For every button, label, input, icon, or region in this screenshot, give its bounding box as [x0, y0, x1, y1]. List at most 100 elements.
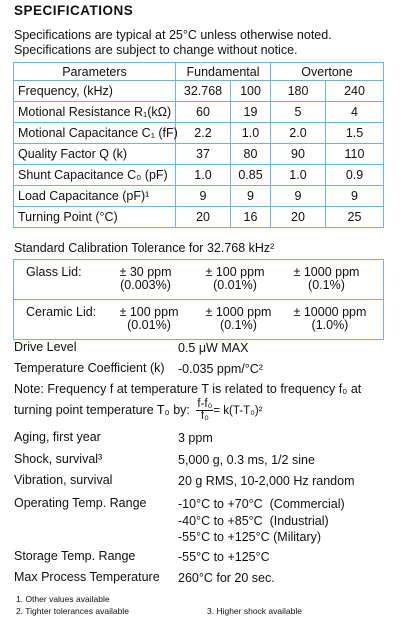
parameter-cell: Turning Point (°C) [13, 206, 176, 228]
spec-value-line: -55°C to +125°C [178, 550, 270, 564]
footnote: 3. Higher shock available [207, 606, 302, 616]
tolerance-ppm: ± 10000 ppm [293, 305, 367, 319]
table-row: Motional Capacitance C₁ (fF) 2.2 1.0 2.0 1.5 [13, 122, 385, 144]
table-row: Quality Factor Q (k) 37 80 90 110 [13, 143, 385, 165]
formula-rhs: = k(T-T₀)² [213, 404, 263, 417]
tolerance-percent: (1.0%) [311, 318, 349, 332]
tolerance-cell: ± 100 ppm (0.01%) [202, 260, 290, 300]
value-cell: 4 [324, 101, 385, 123]
value-cell: 37 [175, 143, 231, 165]
spec-value-line: 260°C for 20 sec. [178, 571, 275, 585]
spec-label: Vibration, survival [14, 473, 113, 487]
value-cell: 0.85 [230, 164, 271, 186]
spec-label: Drive Level [14, 340, 77, 354]
value-cell: 0.9 [324, 164, 385, 186]
value-cell: 2.0 [270, 122, 326, 144]
footnote: 1. Other values available [16, 594, 110, 604]
value-cell: 9 [230, 185, 271, 207]
value-cell: 180 [270, 80, 326, 102]
value-cell: 25 [324, 206, 385, 228]
denominator: f₀ [200, 410, 209, 422]
tolerance-title: Standard Calibration Tolerance for 32.76… [14, 241, 275, 255]
spec-value: 20 g RMS, 10-2,000 Hz random [178, 473, 354, 490]
tolerance-ppm: ± 100 ppm [119, 305, 179, 319]
tolerance-ppm: ± 1000 ppm [293, 265, 360, 279]
tolerance-value: ± 1000 ppm (0.1%) [294, 266, 360, 292]
spec-row: Max Process Temperature 260°C for 20 sec. [14, 570, 394, 590]
tolerance-cell: ± 1000 ppm (0.1%) [201, 299, 290, 340]
table-row: Turning Point (°C) 20 16 20 25 [13, 206, 385, 228]
value-cell: 240 [324, 80, 385, 102]
spec-row: Storage Temp. Range -55°C to +125°C [14, 549, 394, 569]
value-cell: 1.0 [270, 164, 326, 186]
spec-row: Shock, survival³ 5,000 g, 0.3 ms, 1/2 sin… [14, 452, 394, 472]
tolerance-value: ± 10000 ppm (1.0%) [294, 306, 367, 332]
value-cell: 5 [270, 101, 326, 123]
spec-value: 3 ppm [178, 430, 213, 447]
note-line: turning point temperature T₀ by: [14, 402, 190, 417]
tolerance-value: ± 100 ppm (0.01%) [206, 266, 265, 292]
table-row: Shunt Capacitance C₀ (pF) 1.0 0.85 1.0 0.9 [13, 164, 385, 186]
tolerance-percent: (0.1%) [220, 318, 257, 332]
value-cell: 9 [175, 185, 231, 207]
table-row: Frequency, (kHz) 32.768 100 180 240 [13, 80, 385, 102]
tolerance-cell: ± 10000 ppm (1.0%) [289, 299, 384, 340]
numerator: f-f₀ [196, 398, 214, 411]
tolerance-row: Ceramic Lid: ± 100 ppm (0.01%) ± 1000 ppm (0… [13, 299, 384, 340]
intro-line: Specifications are subject to change wit… [14, 43, 298, 57]
value-cell: 20 [175, 206, 231, 228]
title: SPECIFICATIONS [14, 3, 134, 18]
spec-value: -10°C to +70°C (Commercial) -40°C to +85°… [178, 496, 345, 546]
header-cell: Overtone [269, 62, 385, 81]
fraction: f-f₀ f₀ [196, 398, 214, 422]
tolerance-table: Glass Lid: ± 30 ppm (0.003%) ± 100 ppm (0.01… [13, 259, 384, 340]
spec-value: 260°C for 20 sec. [178, 570, 275, 587]
spec-row: Vibration, survival 20 g RMS, 10-2,000 Hz… [14, 473, 394, 493]
spec-value-line: -0.035 ppm/°C² [178, 362, 263, 376]
spec-label: Shock, survival³ [14, 452, 103, 466]
value-cell: 16 [230, 206, 271, 228]
spec-value-line: 3 ppm [178, 431, 213, 445]
tolerance-percent: (0.01%) [127, 318, 171, 332]
spec-row: Temperature Coefficient (k) -0.035 ppm/°C… [14, 361, 394, 381]
value-cell: 110 [324, 143, 385, 165]
spec-label: Max Process Temperature [14, 570, 160, 584]
value-cell: 1.0 [175, 164, 231, 186]
value-cell: 1.0 [230, 122, 271, 144]
value-cell: 32.768 [175, 80, 231, 102]
tolerance-value: ± 100 ppm (0.01%) [120, 306, 179, 332]
spec-value: -0.035 ppm/°C² [178, 361, 263, 378]
value-cell: 19 [230, 101, 271, 123]
spec-label: Operating Temp. Range [14, 496, 147, 510]
tolerance-ppm: ± 100 ppm [205, 265, 265, 279]
tolerance-ppm: ± 30 ppm [119, 265, 172, 279]
spec-row: Operating Temp. Range -10°C to +70°C (Com… [14, 496, 394, 544]
spec-label: Storage Temp. Range [14, 549, 136, 563]
tolerance-percent: (0.1%) [308, 278, 345, 292]
parameter-cell: Shunt Capacitance C₀ (pF) [13, 164, 176, 186]
lid-label: Glass Lid: [26, 265, 82, 279]
spec-value-line: -40°C to +85°C (Industrial) [178, 513, 329, 528]
spec-value: 0.5 μW MAX [178, 340, 248, 357]
value-cell: 80 [230, 143, 271, 165]
parameter-cell: Load Capacitance (pF)¹ [13, 185, 176, 207]
spec-value: -55°C to +125°C [178, 549, 270, 566]
spec-label: Temperature Coefficient (k) [14, 361, 165, 375]
spec-value: 5,000 g, 0.3 ms, 1/2 sine [178, 452, 315, 469]
spec-label: Aging, first year [14, 430, 101, 444]
value-cell: 60 [175, 101, 231, 123]
spec-row: Drive Level 0.5 μW MAX [14, 340, 394, 360]
spec-table: Parameters Fundamental Overtone Frequenc… [13, 62, 385, 228]
value-cell: 9 [270, 185, 326, 207]
table-row: Load Capacitance (pF)¹ 9 9 9 9 [13, 185, 385, 207]
spec-value-line: -55°C to +125°C (Military) [178, 530, 322, 544]
tolerance-cell: ± 30 ppm (0.003%) [114, 260, 202, 300]
parameter-cell: Frequency, (kHz) [13, 80, 176, 102]
parameter-cell: Motional Capacitance C₁ (fF) [13, 122, 178, 144]
value-cell: 1.5 [324, 122, 385, 144]
tolerance-row: Glass Lid: ± 30 ppm (0.003%) ± 100 ppm (0.01… [14, 260, 384, 300]
header-cell: Fundamental [175, 62, 271, 81]
parameter-cell: Quality Factor Q (k) [13, 143, 176, 165]
spec-value-line: 5,000 g, 0.3 ms, 1/2 sine [178, 453, 315, 467]
